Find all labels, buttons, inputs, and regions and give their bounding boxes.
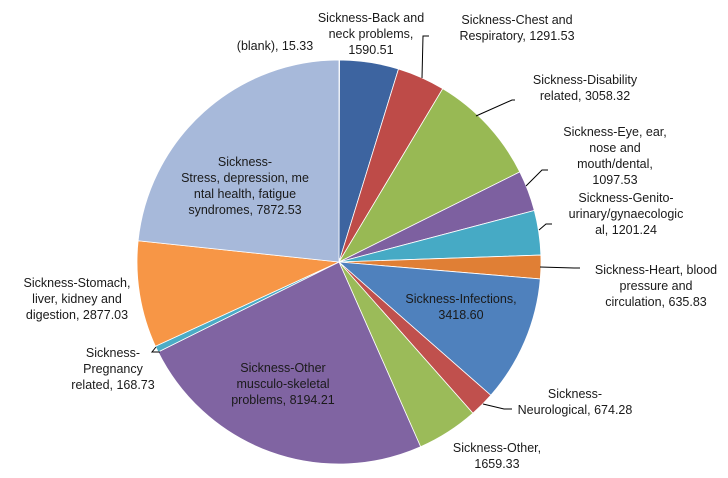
slice-label-sickness-pregnancy-related: Sickness- Pregnancy related, 168.73 bbox=[71, 346, 154, 392]
slice-label-line: Sickness-Back and bbox=[318, 11, 424, 25]
slice-label-line: liver, kidney and bbox=[32, 292, 122, 306]
slice-label-line: neck problems, bbox=[329, 27, 414, 41]
leader-line-sickness-eye-ear-nose-and-mouth-dental bbox=[525, 169, 548, 187]
leader-line-sickness-disability-related bbox=[475, 99, 515, 117]
slice-label-line: al, 1201.24 bbox=[595, 223, 657, 237]
slice-label-line: musculo-skeletal bbox=[236, 377, 329, 391]
slice-label-line: 1590.51 bbox=[348, 43, 393, 57]
slice-label-sickness-infections: Sickness-Infections, 3418.60 bbox=[405, 292, 516, 322]
slice-label-blank: (blank), 15.33 bbox=[237, 39, 313, 53]
slice-label-sickness-neurological: Sickness- Neurological, 674.28 bbox=[518, 387, 633, 417]
pie-slice-sickness-other-musculo-skeletal-problems bbox=[157, 261, 422, 465]
pie-slices bbox=[136, 59, 542, 465]
slice-label-line: ntal health, fatigue bbox=[194, 187, 296, 201]
slice-label-line: Sickness- bbox=[548, 387, 602, 401]
slice-label-sickness-other: Sickness-Other, 1659.33 bbox=[453, 441, 541, 471]
slice-label-line: related, 3058.32 bbox=[540, 89, 630, 103]
slice-label-line: 1659.33 bbox=[474, 457, 519, 471]
leader-line-sickness-pregnancy-related bbox=[150, 346, 160, 353]
slice-label-line: 3418.60 bbox=[438, 308, 483, 322]
slice-label-line: Stress, depression, me bbox=[181, 171, 309, 185]
pie-slice-sickness-stress-depression-mental-health-fatigue-syndromes bbox=[137, 59, 340, 263]
slice-label-sickness-chest-and-respiratory: Sickness-Chest and Respiratory, 1291.53 bbox=[459, 13, 574, 43]
slice-label-line: 1097.53 bbox=[592, 173, 637, 187]
slice-label-line: urinary/gynaecologic bbox=[569, 207, 684, 221]
slice-label-line: Sickness-Stomach, bbox=[24, 276, 131, 290]
slice-label-line: syndromes, 7872.53 bbox=[188, 203, 301, 217]
slice-label-line: nose and bbox=[589, 141, 640, 155]
slice-label-sickness-genito-urinary-gynaecological: Sickness-Genito-urinary/gynaecologic al, … bbox=[569, 191, 684, 237]
slice-label-line: Sickness-Disability bbox=[533, 73, 638, 87]
leader-line-sickness-genito-urinary-gynaecological bbox=[538, 223, 552, 231]
pie-slice-sickness-stomach-liver-kidney-and-digestion bbox=[136, 240, 341, 347]
leader-line-sickness-chest-and-respiratory bbox=[421, 35, 429, 79]
slice-label-line: related, 168.73 bbox=[71, 378, 154, 392]
pie-slice-sickness-infections bbox=[337, 261, 541, 396]
slice-label-sickness-heart-blood-pressure-and-circulation: Sickness-Heart, blood pressure and circula… bbox=[595, 263, 717, 309]
slice-label-line: pressure and bbox=[620, 279, 693, 293]
slice-label-line: Sickness-Infections, bbox=[405, 292, 516, 306]
slice-label-line: Pregnancy bbox=[83, 362, 144, 376]
slice-label-line: Respiratory, 1291.53 bbox=[459, 29, 574, 43]
slice-label-sickness-eye-ear-nose-and-mouth-dental: Sickness-Eye, ear, nose and mouth/dental, 1… bbox=[563, 125, 667, 187]
slice-label-sickness-stomach-liver-kidney-and-digestion: Sickness-Stomach, liver, kidney and digest… bbox=[24, 276, 131, 322]
slice-label-line: Sickness-Other bbox=[240, 361, 325, 375]
slice-label-line: Sickness-Eye, ear, bbox=[563, 125, 667, 139]
slice-label-sickness-back-and-neck-problems: Sickness-Back and neck problems, 1590.51 bbox=[318, 11, 424, 57]
slice-label-line: Sickness-Heart, blood bbox=[595, 263, 717, 277]
leader-line-sickness-heart-blood-pressure-and-circulation bbox=[539, 266, 580, 269]
slice-label-line: Sickness- bbox=[86, 346, 140, 360]
slice-label-line: digestion, 2877.03 bbox=[26, 308, 128, 322]
leader-lines bbox=[150, 35, 580, 410]
leader-line-sickness-neurological bbox=[482, 403, 512, 410]
slice-label-line: circulation, 635.83 bbox=[605, 295, 707, 309]
slice-label-line: mouth/dental, bbox=[577, 157, 653, 171]
pie-slice-sickness-disability-related bbox=[337, 88, 521, 263]
slice-label-line: Sickness- bbox=[218, 155, 272, 169]
slice-label-sickness-other-musculo-skeletal-problems: Sickness-Other musculo-skeletal problems, … bbox=[231, 361, 335, 407]
slice-label-line: (blank), 15.33 bbox=[237, 39, 313, 53]
slice-label-line: Sickness-Other, bbox=[453, 441, 541, 455]
slice-labels: (blank), 15.33 Sickness-Back and neck prob… bbox=[24, 11, 718, 471]
slice-label-line: Sickness-Chest and bbox=[461, 13, 572, 27]
slice-label-line: Sickness-Genito- bbox=[578, 191, 673, 205]
slice-label-line: problems, 8194.21 bbox=[231, 393, 335, 407]
slice-label-sickness-disability-related: Sickness-Disability related, 3058.32 bbox=[533, 73, 638, 103]
slice-label-line: Neurological, 674.28 bbox=[518, 403, 633, 417]
slice-label-sickness-stress-depression-mental-health-fatigue-syndromes: Sickness- Stress, depression, me ntal heal… bbox=[181, 155, 309, 217]
